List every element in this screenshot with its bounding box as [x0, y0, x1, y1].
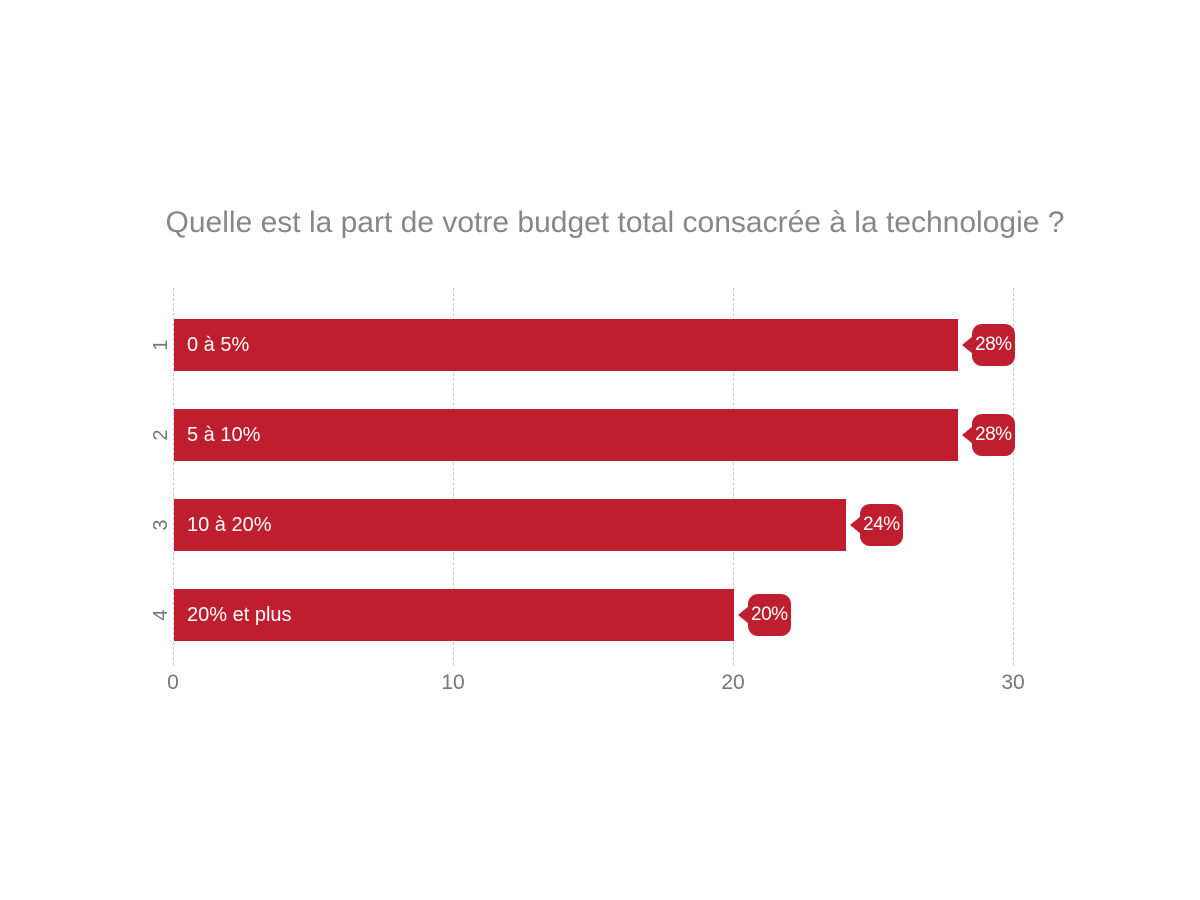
value-label: 20% [748, 594, 791, 636]
gridline-x-20 [732, 288, 734, 665]
callout-left-arrow-icon [962, 426, 973, 444]
value-callout: 20% [738, 594, 791, 636]
bar-label: 20% et plus [187, 603, 292, 626]
value-callout: 28% [962, 324, 1015, 366]
bar-row: 5 à 10% 28% [173, 409, 1015, 461]
bar-row: 0 à 5% 28% [173, 319, 1015, 371]
value-label: 24% [860, 504, 903, 546]
bar-row: 20% et plus 20% [173, 589, 1013, 641]
bar-label: 10 à 20% [187, 513, 272, 536]
bar-3: 10 à 20% [174, 499, 846, 551]
value-callout: 24% [850, 504, 903, 546]
callout-left-arrow-icon [850, 516, 861, 534]
bar-2: 5 à 10% [174, 409, 958, 461]
callout-left-arrow-icon [738, 606, 749, 624]
y-axis-category-label: 1 [149, 339, 172, 351]
chart-title: Quelle est la part de votre budget total… [165, 206, 1065, 239]
bar-label: 5 à 10% [187, 423, 261, 446]
value-label: 28% [972, 324, 1015, 366]
x-axis-tick-label: 20 [721, 671, 745, 694]
x-axis-tick-label: 30 [1001, 671, 1025, 694]
bar-row: 10 à 20% 24% [173, 499, 1013, 551]
gridline-x-0 [173, 288, 174, 665]
bar-label: 0 à 5% [187, 333, 250, 356]
callout-left-arrow-icon [962, 336, 973, 354]
bar-4: 20% et plus [174, 589, 734, 641]
gridline-x-30 [1013, 288, 1014, 665]
plot-area: 0 à 5% 28% 5 à 10% 28% 10 à 20% 24% 20% et plu… [173, 288, 1015, 665]
y-axis-category-label: 3 [149, 519, 172, 531]
y-axis-category-label: 4 [149, 609, 172, 621]
y-axis-category-label: 2 [149, 429, 172, 441]
gridline-x-10 [452, 288, 454, 665]
x-axis-tick-label: 10 [441, 671, 465, 694]
x-axis-tick-label: 0 [167, 671, 179, 694]
value-callout: 28% [962, 414, 1015, 456]
value-label: 28% [972, 414, 1015, 456]
bar-1: 0 à 5% [174, 319, 958, 371]
